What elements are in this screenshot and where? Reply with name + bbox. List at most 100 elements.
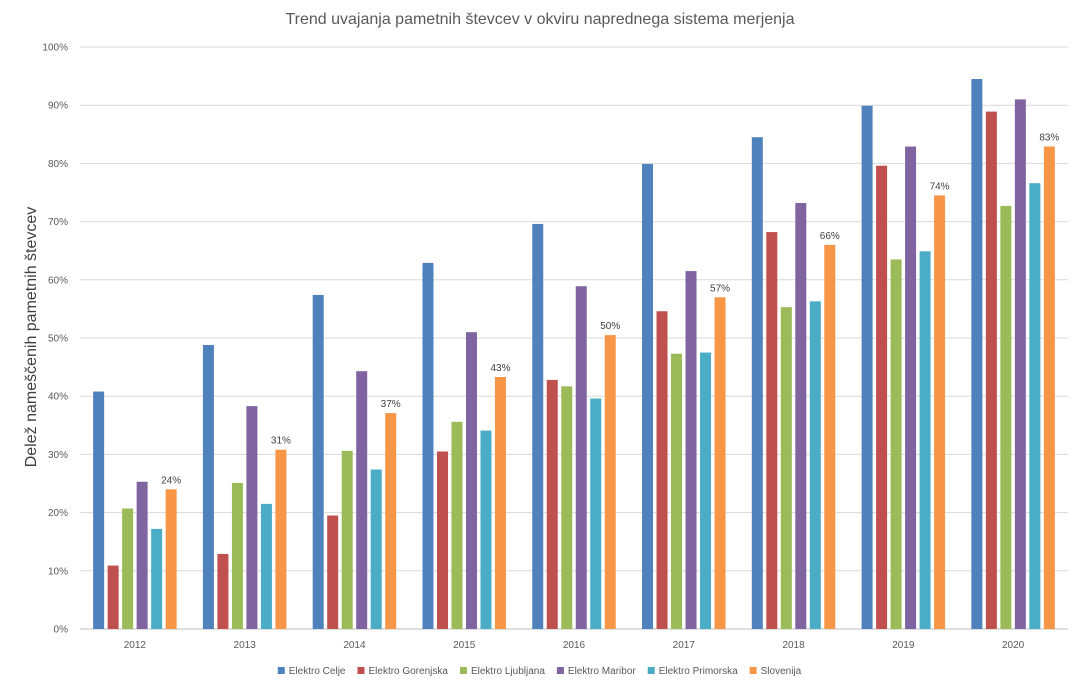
x-tick-label: 2017 (673, 640, 696, 651)
y-tick-label: 90% (48, 101, 68, 112)
bar (202, 344, 214, 629)
data-label: 37% (381, 399, 401, 410)
bar (985, 111, 997, 630)
legend-label: Slovenija (761, 666, 802, 677)
bar (217, 553, 229, 629)
y-axis-label: Delež nameščenih pametnih števcev (23, 207, 40, 468)
x-tick-label: 2014 (343, 640, 366, 651)
bar (480, 430, 492, 629)
bar (700, 352, 712, 629)
bar (905, 146, 917, 629)
y-tick-label: 10% (48, 566, 68, 577)
data-label: 57% (710, 283, 730, 294)
bar (136, 481, 148, 629)
y-tick-label: 0% (54, 625, 69, 636)
bar (494, 376, 506, 629)
legend-swatch (647, 667, 655, 674)
bar (370, 469, 382, 629)
legend-item: Slovenija (749, 666, 802, 677)
y-tick-label: 80% (48, 159, 68, 170)
x-tick-label: 2012 (124, 640, 147, 651)
bar (861, 105, 873, 630)
bar (1029, 183, 1041, 630)
data-label: 24% (161, 475, 181, 486)
bar (93, 391, 105, 629)
data-label: 74% (930, 181, 950, 192)
bar (546, 379, 558, 629)
bar (122, 508, 134, 629)
legend-item: Elektro Celje (277, 666, 346, 677)
bar (436, 451, 448, 629)
legend-label: Elektro Celje (289, 666, 346, 677)
y-tick-label: 40% (48, 392, 68, 403)
bar (107, 565, 119, 629)
bar (824, 244, 836, 629)
legend-swatch (459, 667, 467, 674)
y-tick-label: 100% (42, 43, 68, 54)
bar (260, 503, 272, 629)
legend-label: Elektro Ljubljana (471, 666, 545, 677)
bar (532, 223, 544, 630)
bar (934, 195, 946, 629)
bar (561, 386, 573, 629)
legend-item: Elektro Ljubljana (459, 666, 545, 677)
legend-swatch (749, 667, 757, 674)
bar (1043, 146, 1055, 629)
bar (685, 271, 697, 629)
legend: Elektro Celje Elektro Gorenjska Elektro Lj… (277, 666, 802, 677)
data-label: 83% (1039, 133, 1059, 144)
bar (809, 301, 821, 629)
bar (312, 294, 324, 629)
data-labels: 24% 31% 37% 43% 50% 57% 66% 74% 83% (161, 133, 1059, 487)
bar (780, 307, 792, 629)
bar (165, 489, 177, 629)
bar (714, 297, 726, 629)
x-tick-label: 2018 (782, 640, 805, 651)
legend-swatch (277, 667, 285, 674)
y-tick-label: 60% (48, 275, 68, 286)
bar (604, 335, 616, 629)
bar (919, 251, 931, 630)
legend-label: Elektro Gorenjska (368, 666, 448, 677)
bar (465, 332, 477, 629)
legend-swatch (357, 667, 365, 674)
bar (1000, 205, 1012, 630)
legend-label: Elektro Primorska (659, 666, 738, 677)
bar (151, 528, 163, 629)
bar (642, 163, 654, 629)
data-label: 66% (820, 231, 840, 242)
bar (671, 353, 683, 629)
chart-title: Trend uvajanja pametnih števcev v okviru… (285, 11, 794, 28)
bar (656, 311, 668, 629)
bar (246, 406, 258, 629)
legend-item: Elektro Maribor (556, 666, 636, 677)
bar (327, 515, 339, 629)
gridlines (80, 46, 1068, 630)
legend-item: Elektro Gorenjska (357, 666, 448, 677)
bar (590, 398, 602, 629)
x-tick-label: 2020 (1002, 640, 1025, 651)
bar (356, 371, 368, 629)
y-tick-label: 30% (48, 450, 68, 461)
bar (385, 413, 397, 629)
bar (451, 421, 463, 629)
y-axis-ticks: 0% 10% 20% 30% 40% 50% 60% 70% 80% 90% 100% (42, 43, 68, 636)
legend-label: Elektro Maribor (568, 666, 636, 677)
x-axis-ticks: 2012 2013 2014 2015 2016 2017 2018 2019 2020 (124, 640, 1025, 651)
bar (971, 79, 983, 629)
bar (341, 450, 353, 629)
data-label: 50% (600, 321, 620, 332)
legend-item: Elektro Primorska (647, 666, 738, 677)
x-tick-label: 2016 (563, 640, 586, 651)
bars (93, 79, 1055, 630)
bar (890, 259, 902, 629)
x-tick-label: 2015 (453, 640, 476, 651)
y-tick-label: 70% (48, 217, 68, 228)
bar (422, 262, 434, 629)
legend-swatch (556, 667, 564, 674)
data-label: 43% (490, 363, 510, 374)
data-label: 31% (271, 436, 291, 447)
bar (751, 137, 763, 629)
